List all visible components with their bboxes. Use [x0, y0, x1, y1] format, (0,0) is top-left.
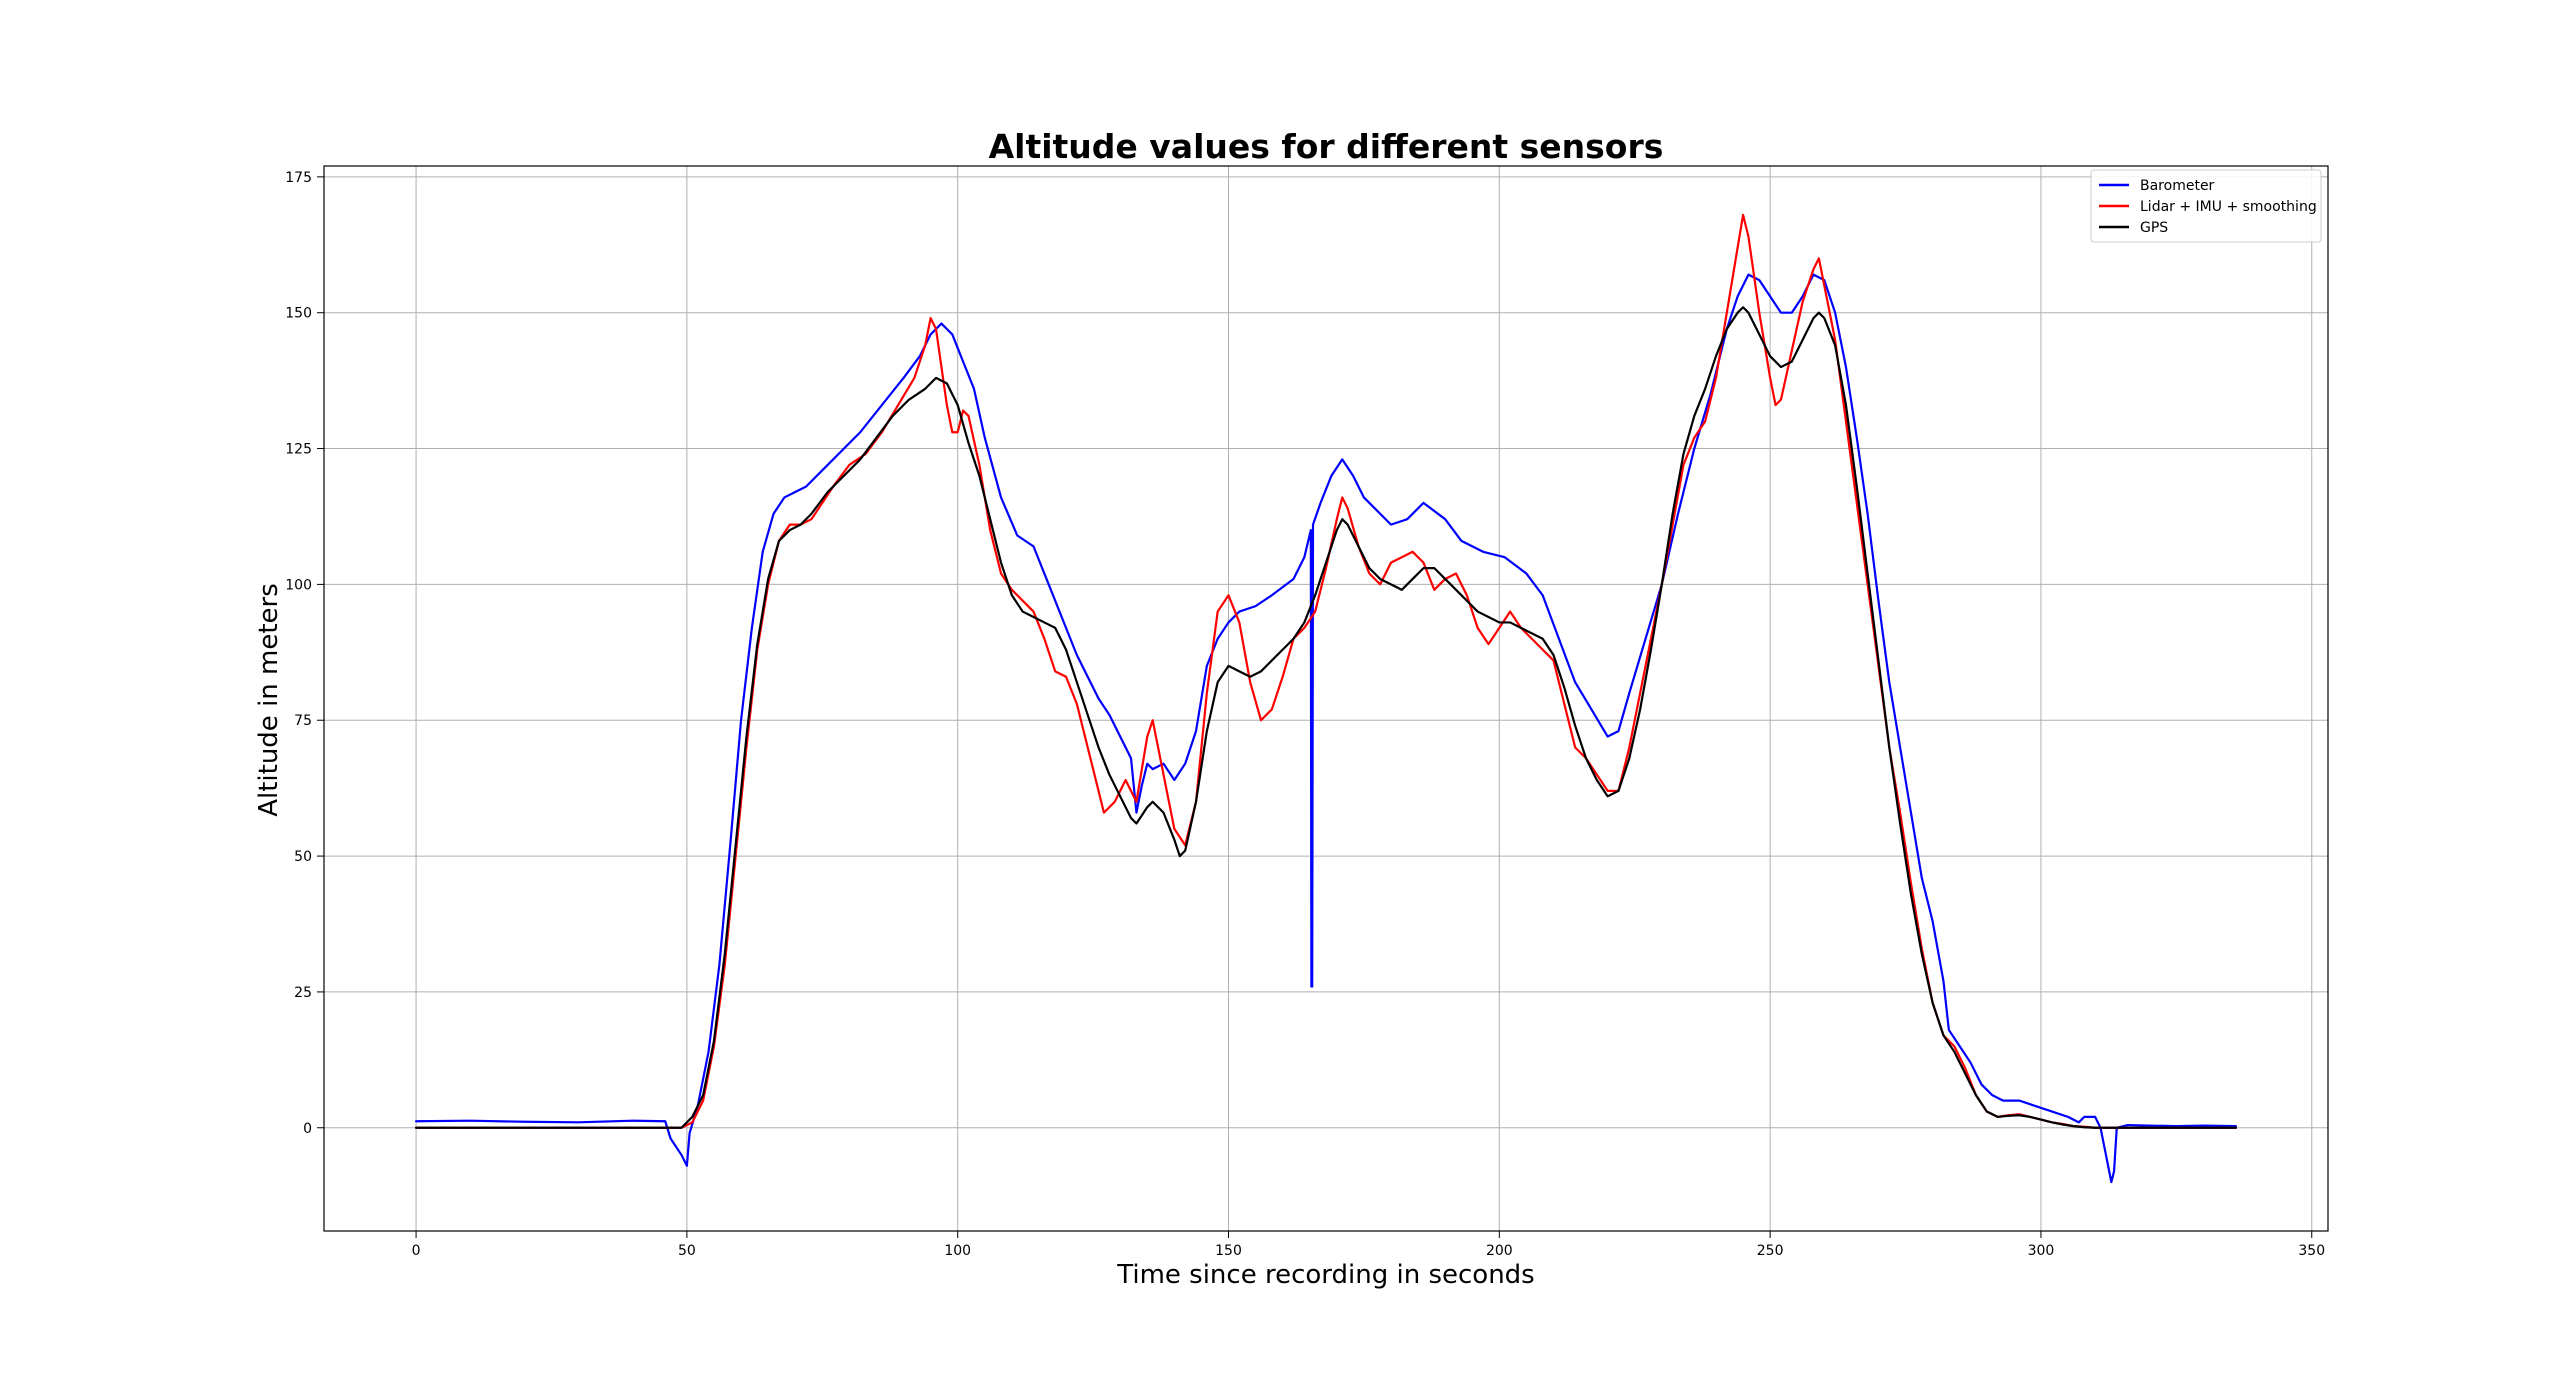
y-axis-label: Altitude in meters: [254, 583, 284, 817]
series-line-barometer: [414, 273, 2238, 1184]
y-tick-label: 175: [285, 170, 312, 186]
x-tick-label: 300: [2028, 1243, 2055, 1259]
legend-label: Lidar + IMU + smoothing: [2140, 199, 2317, 215]
y-tick-label: 125: [285, 442, 312, 458]
x-tick-label: 100: [944, 1243, 971, 1259]
y-tick-label: 100: [285, 577, 312, 593]
y-tick-label: 150: [285, 306, 312, 322]
data-series: [414, 213, 2238, 1184]
x-tick-label: 350: [2298, 1243, 2325, 1259]
x-axis-label: Time since recording in seconds: [1116, 1260, 1534, 1290]
chart-title: Altitude values for different sensors: [989, 127, 1664, 166]
series-line-gps: [414, 306, 2238, 1129]
legend-label: Barometer: [2140, 178, 2215, 194]
x-tick-label: 200: [1486, 1243, 1513, 1259]
x-tick-label: 0: [412, 1243, 421, 1259]
legend: Barometer Lidar + IMU + smoothing GPS: [2090, 169, 2322, 243]
x-tick-label: 50: [678, 1243, 696, 1259]
legend-label: GPS: [2140, 220, 2168, 236]
x-axis-ticks: 0 50 100 150 200 250 300 350: [412, 1231, 2325, 1259]
y-tick-label: 0: [303, 1121, 312, 1137]
x-tick-label: 250: [1757, 1243, 1784, 1259]
y-tick-label: 50: [294, 849, 312, 865]
plot-frame: [323, 165, 2329, 1232]
legend-box: [2090, 169, 2322, 243]
y-axis-ticks: 0 25 50 75 100 125 150 175: [285, 170, 324, 1137]
y-tick-label: 25: [294, 985, 312, 1001]
x-tick-label: 150: [1215, 1243, 1242, 1259]
y-tick-label: 75: [294, 713, 312, 729]
